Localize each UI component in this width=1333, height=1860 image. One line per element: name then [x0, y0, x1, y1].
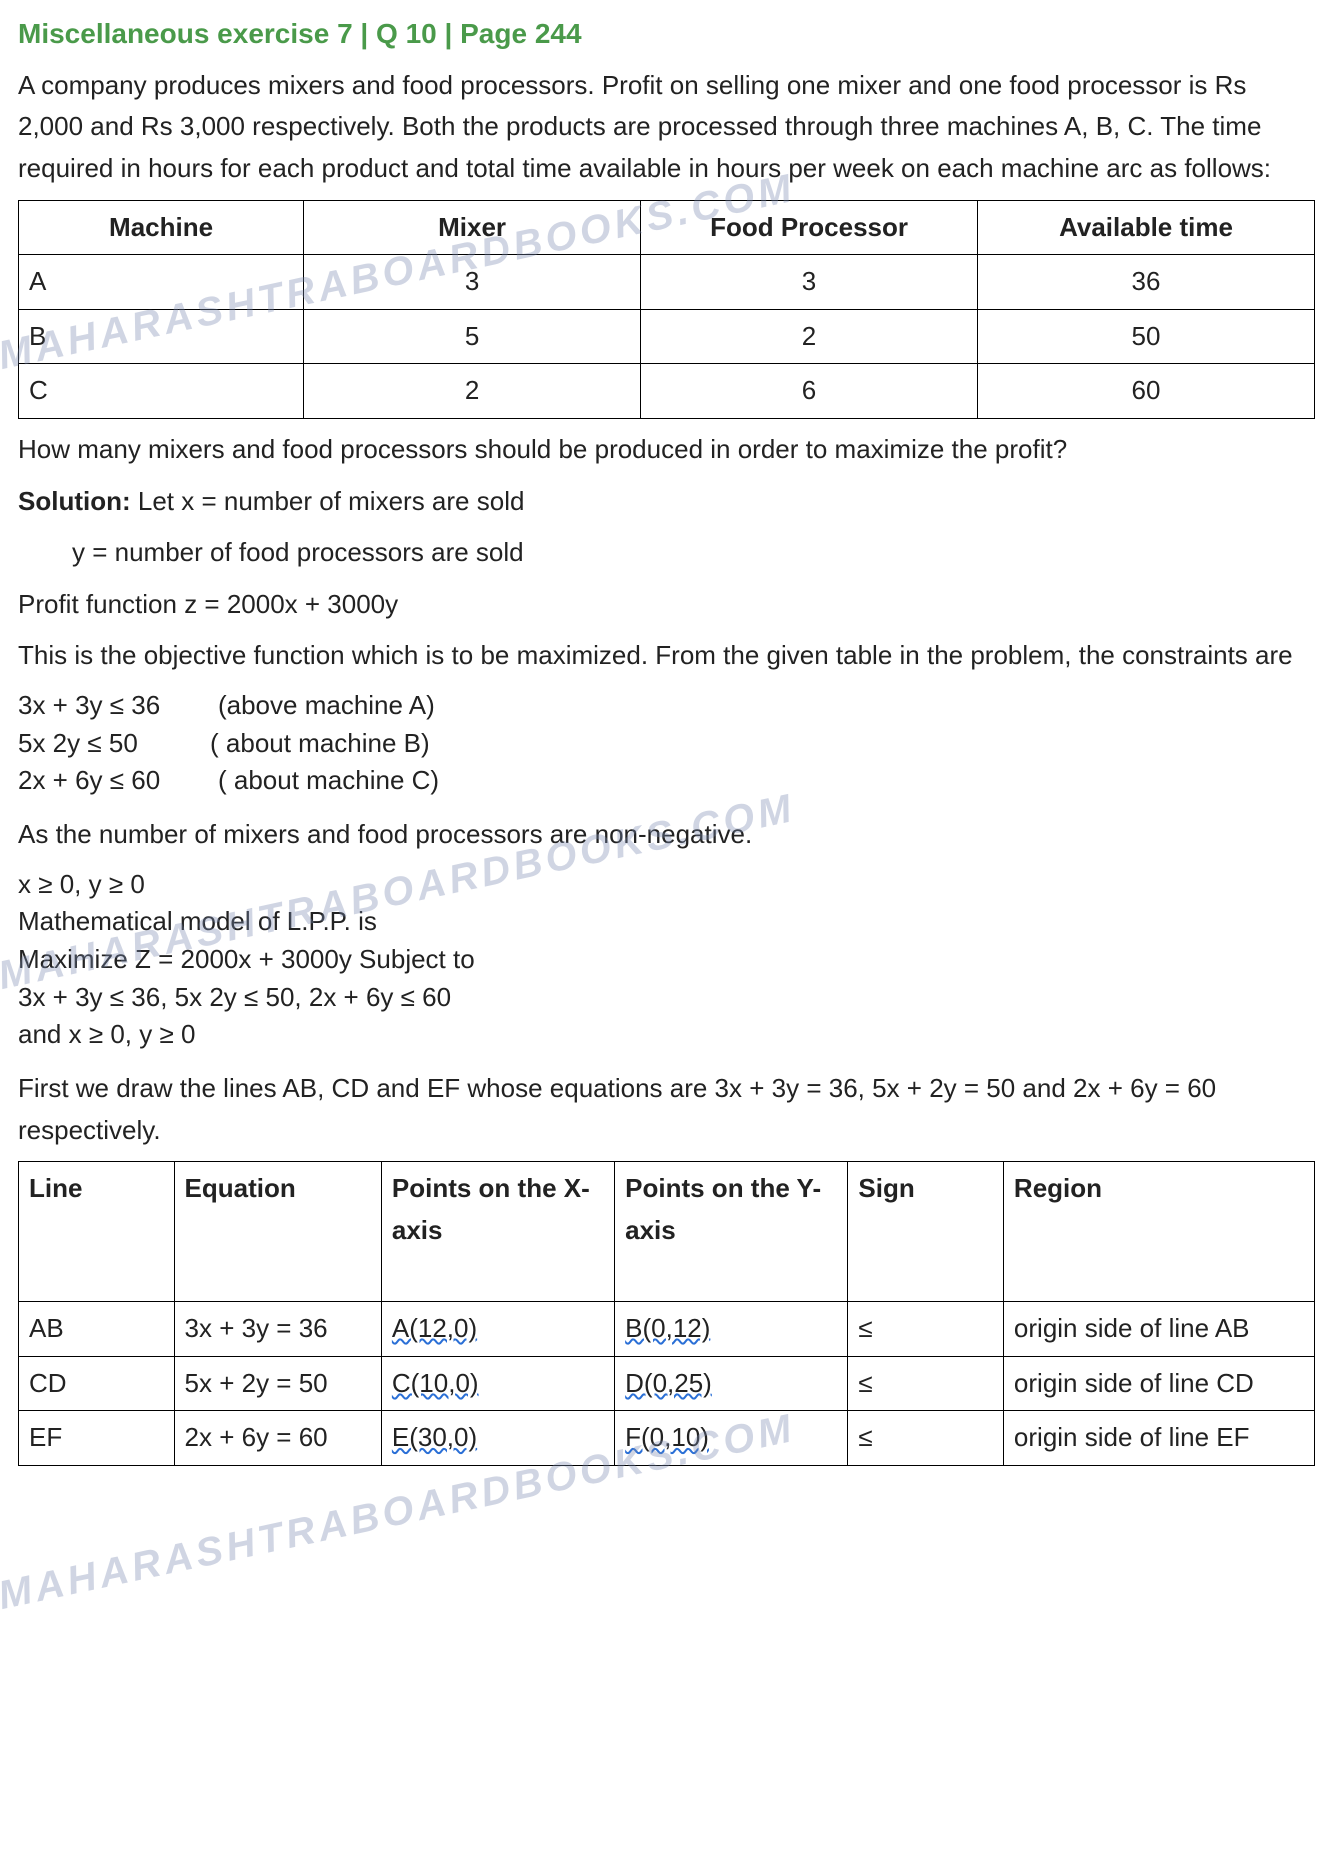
col-food-processor: Food Processor [641, 200, 978, 255]
let-x-text: Let x = number of mixers are sold [131, 486, 525, 516]
lines-intro-text: First we draw the lines AB, CD and EF wh… [18, 1068, 1315, 1151]
col-points-y: Points on the Y-axis [615, 1162, 848, 1302]
col-available-time: Available time [978, 200, 1315, 255]
table-row: EF 2x + 6y = 60 E(30,0) F(0,10) ≤ origin… [19, 1411, 1315, 1466]
col-equation: Equation [174, 1162, 381, 1302]
model-line: x ≥ 0, y ≥ 0 [18, 866, 1315, 904]
cell-points-x: E(30,0) [381, 1411, 614, 1466]
col-sign: Sign [848, 1162, 1004, 1302]
table-header-row: Line Equation Points on the X-axis Point… [19, 1162, 1315, 1302]
model-line: Mathematical model of L.P.P. is [18, 903, 1315, 941]
cell-machine: A [19, 255, 304, 310]
exercise-heading: Miscellaneous exercise 7 | Q 10 | Page 2… [18, 12, 1315, 57]
cell-region: origin side of line EF [1003, 1411, 1314, 1466]
cell-available-time: 60 [978, 364, 1315, 419]
lines-table: Line Equation Points on the X-axis Point… [18, 1161, 1315, 1466]
table-header-row: Machine Mixer Food Processor Available t… [19, 200, 1315, 255]
model-block: x ≥ 0, y ≥ 0 Mathematical model of L.P.P… [18, 866, 1315, 1054]
solution-label: Solution: [18, 486, 131, 516]
table-row: CD 5x + 2y = 50 C(10,0) D(0,25) ≤ origin… [19, 1356, 1315, 1411]
model-line: 3x + 3y ≤ 36, 5x 2y ≤ 50, 2x + 6y ≤ 60 [18, 979, 1315, 1017]
cell-points-x-text: C(10,0) [392, 1368, 479, 1398]
table-row: AB 3x + 3y = 36 A(12,0) B(0,12) ≤ origin… [19, 1302, 1315, 1357]
cell-line: EF [19, 1411, 175, 1466]
nonneg-text: As the number of mixers and food process… [18, 814, 1315, 856]
machine-table: Machine Mixer Food Processor Available t… [18, 200, 1315, 419]
objective-text: This is the objective function which is … [18, 635, 1315, 677]
cell-points-x-text: E(30,0) [392, 1422, 477, 1452]
col-points-x: Points on the X-axis [381, 1162, 614, 1302]
col-region: Region [1003, 1162, 1314, 1302]
cell-points-x: A(12,0) [381, 1302, 614, 1357]
let-y-text: y = number of food processors are sold [18, 532, 1315, 574]
cell-points-x-text: A(12,0) [392, 1313, 477, 1343]
col-mixer: Mixer [304, 200, 641, 255]
cell-equation: 3x + 3y = 36 [174, 1302, 381, 1357]
cell-points-x: C(10,0) [381, 1356, 614, 1411]
cell-points-y: F(0,10) [615, 1411, 848, 1466]
model-line: and x ≥ 0, y ≥ 0 [18, 1016, 1315, 1054]
cell-mixer: 3 [304, 255, 641, 310]
cell-points-y-text: D(0,25) [625, 1368, 712, 1398]
cell-mixer: 5 [304, 309, 641, 364]
table-row: A 3 3 36 [19, 255, 1315, 310]
cell-sign: ≤ [848, 1302, 1004, 1357]
solution-line-1: Solution: Let x = number of mixers are s… [18, 481, 1315, 523]
cell-available-time: 36 [978, 255, 1315, 310]
model-line: Maximize Z = 2000x + 3000y Subject to [18, 941, 1315, 979]
cell-region: origin side of line AB [1003, 1302, 1314, 1357]
constraints-block: 3x + 3y ≤ 36 (above machine A) 5x 2y ≤ 5… [18, 687, 1315, 800]
col-line: Line [19, 1162, 175, 1302]
cell-equation: 5x + 2y = 50 [174, 1356, 381, 1411]
cell-points-y: B(0,12) [615, 1302, 848, 1357]
cell-points-y-text: B(0,12) [625, 1313, 710, 1343]
cell-mixer: 2 [304, 364, 641, 419]
table-row: C 2 6 60 [19, 364, 1315, 419]
cell-food-processor: 6 [641, 364, 978, 419]
cell-region: origin side of line CD [1003, 1356, 1314, 1411]
question-text: How many mixers and food processors shou… [18, 429, 1315, 471]
cell-points-y-text: F(0,10) [625, 1422, 709, 1452]
cell-machine: B [19, 309, 304, 364]
cell-available-time: 50 [978, 309, 1315, 364]
col-machine: Machine [19, 200, 304, 255]
problem-statement: A company produces mixers and food proce… [18, 65, 1315, 190]
cell-sign: ≤ [848, 1411, 1004, 1466]
cell-points-y: D(0,25) [615, 1356, 848, 1411]
cell-line: CD [19, 1356, 175, 1411]
cell-line: AB [19, 1302, 175, 1357]
cell-sign: ≤ [848, 1356, 1004, 1411]
profit-function: Profit function z = 2000x + 3000y [18, 584, 1315, 626]
table-row: B 5 2 50 [19, 309, 1315, 364]
cell-food-processor: 3 [641, 255, 978, 310]
cell-equation: 2x + 6y = 60 [174, 1411, 381, 1466]
cell-machine: C [19, 364, 304, 419]
cell-food-processor: 2 [641, 309, 978, 364]
